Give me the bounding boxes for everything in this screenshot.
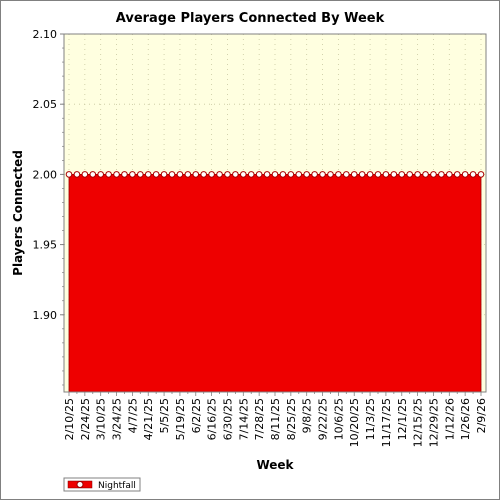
marker-layer [65,171,485,178]
x-tick-label: 7/14/25 [237,398,250,440]
data-point [271,171,279,178]
data-point [350,171,358,178]
x-tick-label: 6/30/25 [221,398,234,440]
data-point [477,171,485,178]
x-tick-label: 12/1/25 [396,398,409,440]
x-tick-label: 11/17/25 [380,398,393,447]
data-point [224,171,231,178]
y-axis-label: Players Connected [11,150,25,276]
x-tick-label: 5/19/25 [174,398,187,440]
y-tick-label: 2.10 [33,28,58,41]
data-point [398,171,406,178]
data-point [152,171,160,178]
data-point [311,171,318,178]
data-point [430,171,437,178]
y-tick-label: 2.05 [33,98,58,111]
x-tick-label: 6/2/25 [190,398,203,433]
data-point [327,171,334,178]
x-tick-label: 9/8/25 [301,398,314,433]
data-point [89,171,97,178]
data-point [390,171,398,178]
data-point [374,171,382,178]
data-point [232,171,239,178]
x-tick-label: 3/24/25 [111,398,124,440]
data-point [121,171,128,178]
x-tick-label: 8/25/25 [285,398,298,440]
data-point [343,171,350,178]
legend-marker [76,481,84,488]
series-area-nightfall [68,173,482,393]
data-point [255,171,263,178]
data-point [81,171,89,178]
data-point [295,171,303,178]
data-point [160,171,168,178]
x-tick-label: 2/9/26 [475,398,488,433]
x-tick-label: 9/22/25 [317,398,330,440]
x-tick-label: 6/16/25 [206,398,219,440]
data-point [414,171,421,178]
data-point [168,171,176,178]
data-point [469,171,477,178]
data-point [113,171,120,178]
data-point [137,171,144,178]
x-tick-label: 12/29/25 [427,398,440,447]
data-point [65,171,73,178]
x-tick-label: 2/10/25 [63,398,76,440]
data-point [422,171,429,178]
data-point [446,171,453,178]
data-point [129,171,136,178]
x-tick-label: 4/21/25 [142,398,155,440]
y-axis: 1.90 1.95 2.00 2.05 2.10 [33,28,64,386]
data-point [366,171,374,178]
data-point [319,171,326,178]
data-point [247,171,255,178]
data-point [192,171,200,178]
data-point [279,171,287,178]
data-point [358,171,366,178]
data-point [382,171,390,178]
y-tick-label: 2.00 [33,168,58,181]
data-point [105,171,112,178]
data-point [184,171,192,178]
x-tick-label: 7/28/25 [253,398,266,440]
data-point [144,171,152,178]
data-point [240,171,247,178]
data-point [406,171,413,178]
data-point [263,171,271,178]
x-tick-label: 3/10/25 [95,398,108,440]
x-tick-label: 1/12/26 [443,398,456,440]
data-point [97,171,104,178]
legend-label: Nightfall [98,481,136,491]
data-point [73,171,81,178]
x-tick-label: 5/5/25 [158,398,171,433]
data-point [287,171,295,178]
x-tick-label: 12/15/25 [412,398,425,447]
data-point [176,171,184,178]
data-point [303,171,310,178]
data-point [335,171,342,178]
data-point [438,171,445,178]
x-tick-label: 11/3/25 [364,398,377,440]
y-tick-label: 1.95 [33,239,58,252]
data-point [208,171,215,178]
x-tick-label: 10/6/25 [332,398,345,440]
chart-title: Average Players Connected By Week [116,11,385,26]
y-tick-label: 1.90 [33,309,58,322]
x-tick-label: 10/20/25 [348,398,361,447]
area-layer [68,173,482,393]
x-axis-label: Week [256,458,294,472]
x-tick-label: 4/7/25 [126,398,139,433]
x-tick-label: 1/26/26 [459,398,472,440]
x-axis: 2/10/25 2/24/25 3/10/25 3/24/25 4/7/25 4/21/2… [63,392,488,447]
x-tick-label: 8/11/25 [269,398,282,440]
data-point [453,171,461,178]
x-tick-label: 2/24/25 [79,398,92,440]
data-point [216,171,223,178]
data-point [200,171,207,178]
legend: Nightfall [63,477,141,492]
data-point [461,171,469,178]
